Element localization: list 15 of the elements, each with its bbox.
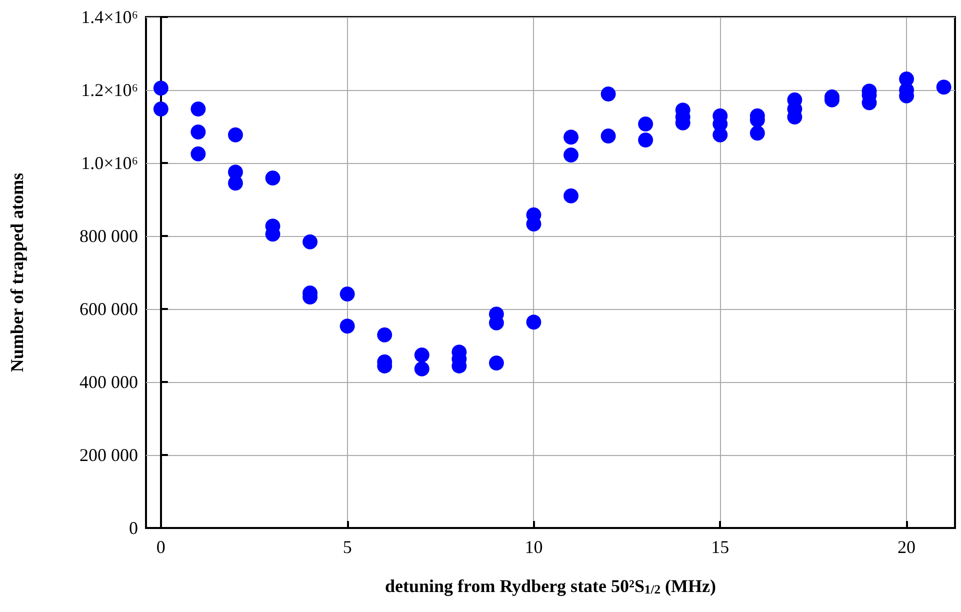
y-tick-label: 400 000 <box>80 372 138 392</box>
x-tick-label: 15 <box>711 537 730 557</box>
y-tick-label: 800 000 <box>80 226 138 246</box>
y-tick-label: 600 000 <box>80 299 138 319</box>
x-tick-label: 5 <box>342 537 352 557</box>
y-tick-label: 0 <box>129 518 138 538</box>
x-tick-label: 0 <box>156 537 166 557</box>
y-tick-label: 1.2×10⁶ <box>81 80 138 100</box>
x-axis-title: detuning from Rydberg state 50²S1/2 (MHz) <box>385 576 716 597</box>
y-axis-title: Number of trapped atoms <box>7 172 27 372</box>
y-tick-label: 1.4×10⁶ <box>81 7 138 27</box>
x-tick-label: 10 <box>524 537 543 557</box>
y-tick-label: 200 000 <box>80 445 138 465</box>
x-tick-label: 20 <box>898 537 916 557</box>
y-tick-label: 1.0×10⁶ <box>81 153 138 173</box>
